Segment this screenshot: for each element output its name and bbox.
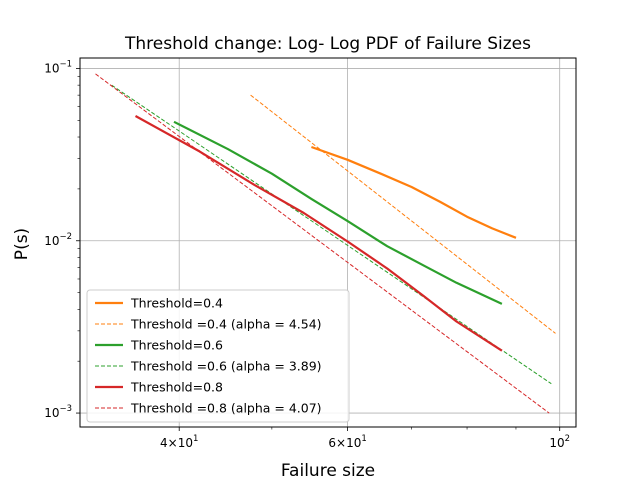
legend-label: Threshold =0.4 (alpha = 4.54): [130, 317, 322, 332]
legend-label: Threshold =0.8 (alpha = 4.07): [130, 401, 322, 416]
y-tick-base: 10: [44, 406, 59, 420]
fit-line-1: [250, 94, 556, 334]
x-tick-base: 4×10: [160, 436, 193, 450]
x-tick-label: 102: [549, 434, 570, 450]
y-tick-label: 10−3: [44, 404, 72, 420]
fit-line-3: [111, 84, 552, 385]
y-axis-title: P(s): [12, 228, 32, 260]
fit-line-5: [95, 73, 550, 414]
legend-label: Threshold=0.6: [130, 338, 223, 353]
y-tick-label: 10−2: [44, 232, 72, 248]
y-tick-exponent: −1: [59, 59, 72, 69]
legend-label: Threshold =0.6 (alpha = 3.89): [130, 359, 322, 374]
series-line-0: [311, 145, 517, 239]
x-tick-exponent: 1: [193, 434, 198, 444]
legend-label: Threshold=0.4: [130, 296, 223, 311]
y-tick-exponent: −3: [59, 404, 72, 414]
series-line-2: [173, 120, 503, 305]
series-line-4: [134, 115, 503, 352]
legend: Threshold=0.4 Threshold =0.4 (alpha = 4.5…: [86, 289, 350, 423]
x-tick-base: 10: [549, 436, 564, 450]
x-axis-title: Failure size: [281, 461, 375, 480]
y-tick-base: 10: [44, 61, 59, 75]
y-tick-exponent: −2: [59, 232, 72, 242]
x-tick-label: 4×101: [160, 434, 198, 450]
x-tick-exponent: 1: [361, 434, 366, 444]
legend-box: [86, 289, 350, 423]
series-layer: [95, 73, 556, 414]
x-tick-label: 6×101: [328, 434, 366, 450]
plot-frame: [79, 57, 577, 428]
y-tick-base: 10: [44, 234, 59, 248]
legend-label: Threshold=0.8: [130, 380, 223, 395]
x-tick-base: 6×10: [328, 436, 361, 450]
y-tick-label: 10−1: [44, 59, 72, 75]
x-tick-exponent: 2: [565, 434, 570, 444]
chart-title: Threshold change: Log- Log PDF of Failur…: [124, 34, 531, 54]
